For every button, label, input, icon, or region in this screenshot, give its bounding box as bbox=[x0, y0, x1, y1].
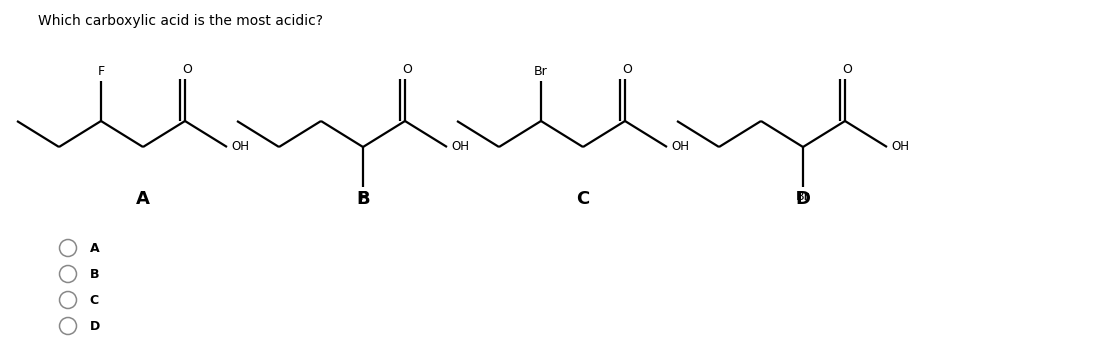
Text: O: O bbox=[622, 63, 631, 77]
Text: O: O bbox=[842, 63, 852, 77]
Text: B: B bbox=[89, 267, 99, 281]
Text: OH: OH bbox=[671, 141, 689, 153]
Text: F: F bbox=[97, 65, 105, 78]
Text: C: C bbox=[89, 293, 98, 307]
Text: O: O bbox=[402, 63, 412, 77]
Text: OH: OH bbox=[891, 141, 909, 153]
Text: C: C bbox=[576, 190, 590, 208]
Text: Br: Br bbox=[534, 65, 548, 78]
Text: OH: OH bbox=[231, 141, 250, 153]
Text: O: O bbox=[182, 63, 192, 77]
Text: OH: OH bbox=[452, 141, 469, 153]
Text: D: D bbox=[89, 319, 99, 333]
Text: D: D bbox=[796, 190, 810, 208]
Text: B: B bbox=[357, 190, 370, 208]
Text: Br: Br bbox=[796, 190, 810, 203]
Text: Which carboxylic acid is the most acidic?: Which carboxylic acid is the most acidic… bbox=[38, 14, 323, 28]
Text: F: F bbox=[360, 190, 367, 203]
Text: A: A bbox=[89, 241, 99, 255]
Text: A: A bbox=[136, 190, 150, 208]
